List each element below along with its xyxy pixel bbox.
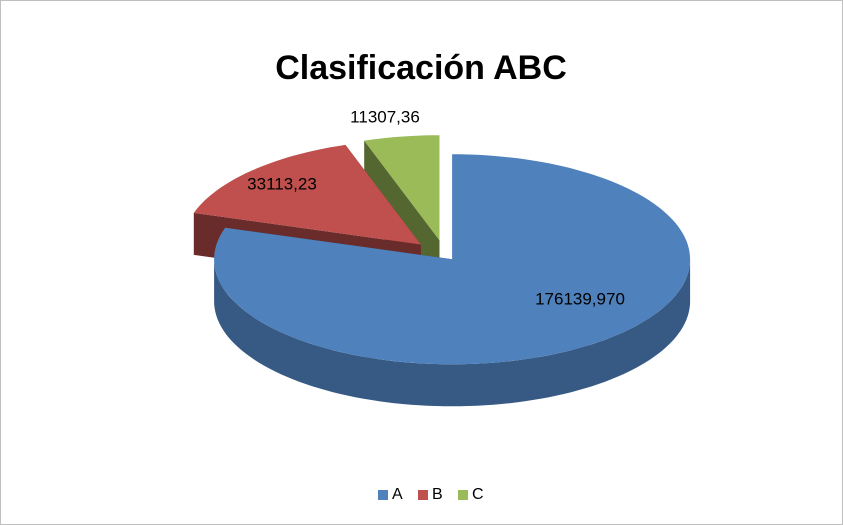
legend-label: C [472, 486, 484, 503]
pie-slice [364, 135, 440, 241]
pie-slice [193, 144, 421, 245]
pie-slice [214, 154, 691, 365]
legend-label: A [392, 486, 403, 503]
slice-wall [214, 259, 691, 407]
data-label: 176139,970 [535, 289, 625, 308]
legend-swatch [418, 490, 428, 500]
legend-swatch [378, 490, 388, 500]
legend-label: B [432, 486, 443, 503]
data-label: 11307,36 [350, 107, 420, 126]
data-label: 33113,23 [247, 174, 317, 193]
chart-title: Clasificación ABC [275, 49, 567, 87]
legend-swatch [458, 490, 468, 500]
